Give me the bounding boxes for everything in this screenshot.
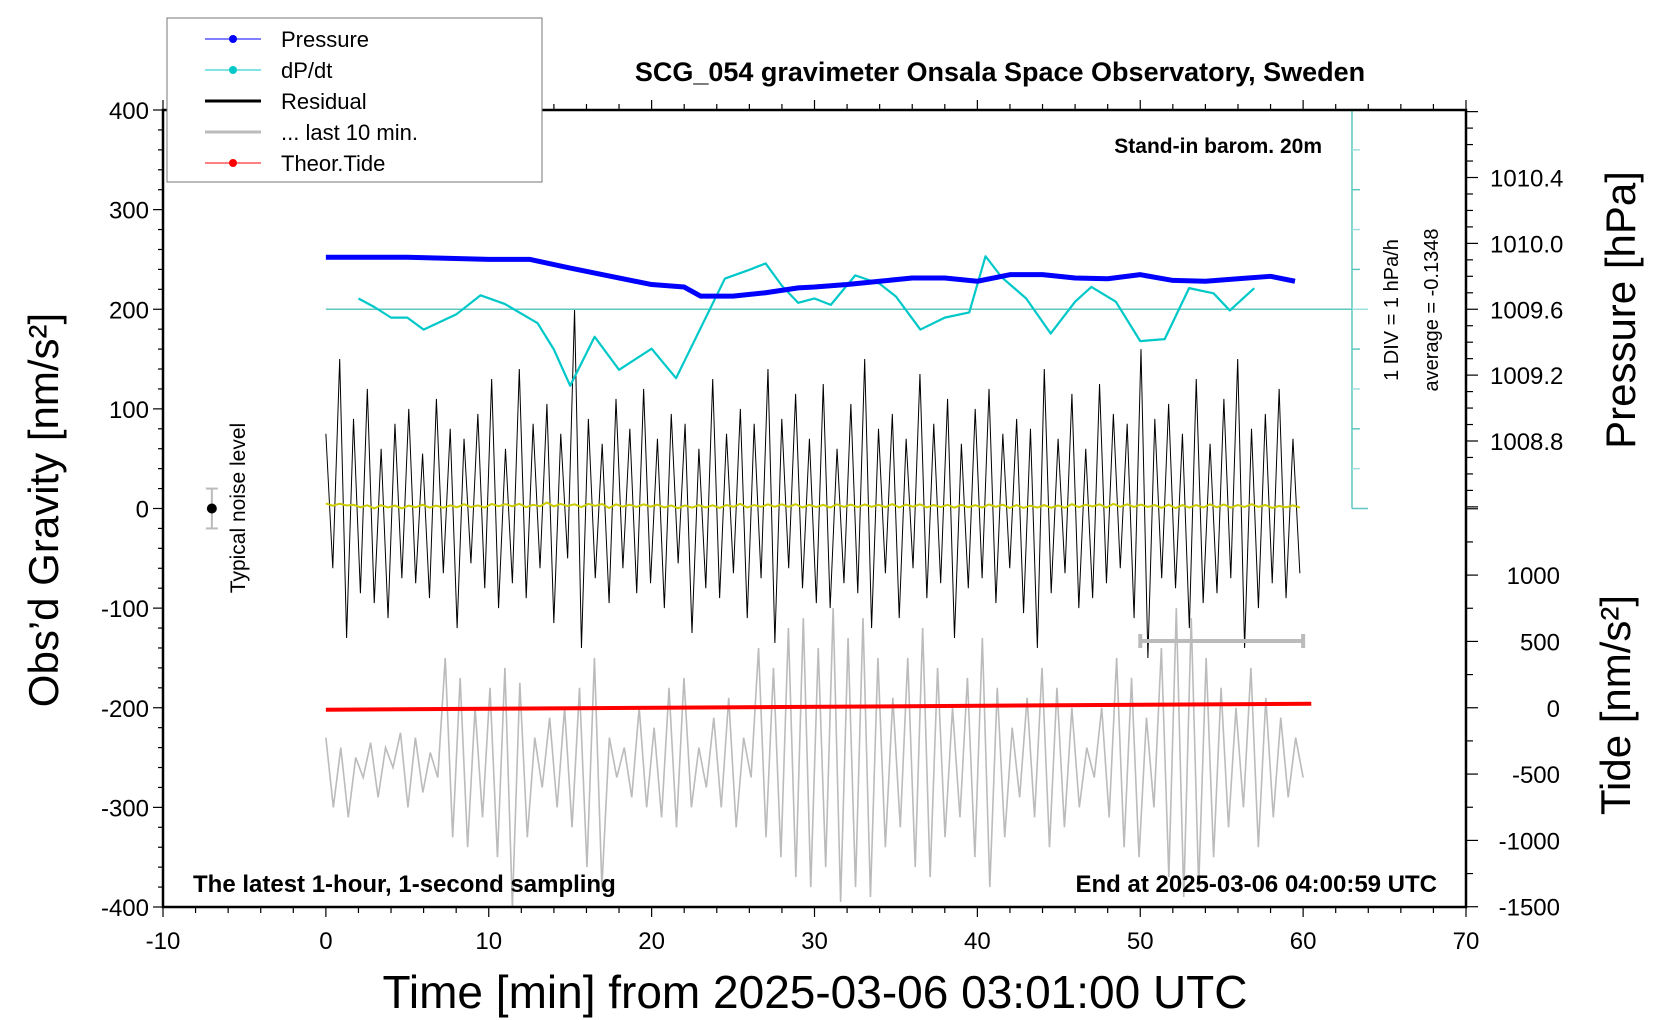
noise-level-point: [206, 503, 217, 514]
tide-axis-label: Tide [nm/s²]: [1592, 595, 1639, 815]
x-axis-label: Time [min] from 2025-03-06 03:01:00 UTC: [383, 966, 1248, 1018]
y-tick-label: -100: [101, 596, 149, 623]
pressure-series-line: [325, 254, 1296, 299]
pressure-tick-label: 1010.0: [1490, 231, 1563, 258]
chart-marks: [205, 109, 1368, 908]
x-tick-label: 40: [964, 928, 991, 955]
tide-tick-label: 1000: [1507, 563, 1560, 590]
barometer-note: Stand-in barom. 20m: [1114, 135, 1322, 158]
tide-tick-label: 500: [1520, 629, 1560, 656]
legend-label: dP/dt: [281, 58, 332, 83]
y-tick-label: 400: [109, 98, 149, 125]
theor-tide-line: [325, 701, 1312, 712]
y-tick-label: 200: [109, 297, 149, 324]
y-tick-label: -300: [101, 795, 149, 822]
tide-tick-label: -1500: [1499, 895, 1560, 922]
end-time-note: End at 2025-03-06 04:00:59 UTC: [1076, 871, 1438, 898]
x-tick-label: 10: [475, 928, 502, 955]
y-tick-label: -200: [101, 696, 149, 723]
legend-label: ... last 10 min.: [281, 120, 418, 145]
tide-tick-label: -500: [1512, 762, 1560, 789]
noise-level-label: Typical noise level: [227, 423, 250, 593]
tide-tick-label: 0: [1547, 696, 1560, 723]
legend-swatch-marker: [229, 66, 237, 74]
smoothed-residual-line: [325, 501, 1301, 510]
x-tick-label: 30: [801, 928, 828, 955]
pressure-tick-label: 1008.8: [1490, 429, 1563, 456]
y-axis-label: Obs’d Gravity [nm/s²]: [20, 313, 67, 707]
average-label: average = -0.1348: [1421, 229, 1443, 392]
legend: Pressure dP/dt Residual ... last 10 min. The…: [166, 17, 543, 183]
y-tick-label: 100: [109, 397, 149, 424]
last10-series-line: [325, 608, 1304, 908]
y-tick-label: 0: [136, 497, 149, 524]
legend-swatch-marker: [229, 35, 237, 43]
sampling-note: The latest 1-hour, 1-second sampling: [193, 871, 616, 898]
chart-title: SCG_054 gravimeter Onsala Space Observat…: [635, 57, 1365, 87]
y-tick-label: 300: [109, 198, 149, 225]
x-tick-label: 50: [1127, 928, 1154, 955]
y-tick-label: -400: [101, 895, 149, 922]
axis-ticks: -10 0 10 20 30 40 50 60 704003002001000-100-200-…: [101, 98, 1563, 955]
legend-swatch-marker: [229, 159, 237, 167]
x-tick-label: 70: [1453, 928, 1480, 955]
dpdt-series-line: [357, 255, 1256, 387]
x-tick-label: 60: [1290, 928, 1317, 955]
legend-label: Theor.Tide: [281, 151, 385, 176]
legend-label: Residual: [281, 89, 367, 114]
x-tick-label: 20: [638, 928, 665, 955]
residual-series-line: [325, 309, 1301, 658]
legend-label: Pressure: [281, 27, 369, 52]
pressure-tick-label: 1009.6: [1490, 297, 1563, 324]
x-tick-label: -10: [146, 928, 181, 955]
x-tick-label: 0: [319, 928, 332, 955]
pressure-tick-label: 1009.2: [1490, 363, 1563, 390]
tide-tick-label: -1000: [1499, 828, 1560, 855]
pressure-axis-label: Pressure [hPa]: [1597, 171, 1644, 449]
pressure-tick-label: 1010.4: [1490, 166, 1563, 193]
div-label: 1 DIV = 1 hPa/h: [1381, 239, 1403, 381]
